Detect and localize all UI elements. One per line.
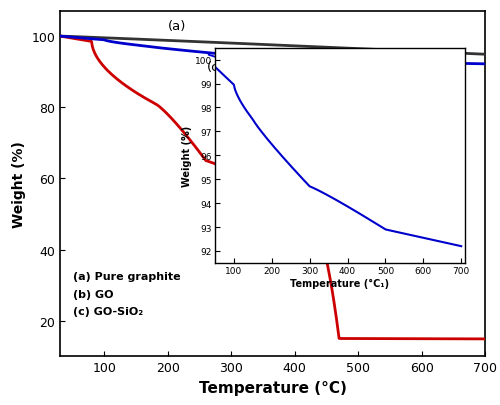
Text: (c) GO-SiO₂: (c) GO-SiO₂: [72, 307, 143, 317]
Y-axis label: Weight (%): Weight (%): [182, 126, 192, 186]
Y-axis label: Weight (%): Weight (%): [12, 141, 26, 228]
X-axis label: Temperature (°C): Temperature (°C): [198, 380, 346, 395]
Text: (b) GO: (b) GO: [72, 289, 113, 299]
X-axis label: Temperature (°C₁): Temperature (°C₁): [290, 278, 390, 288]
Text: (b): (b): [228, 180, 247, 193]
Text: (a) Pure graphite: (a) Pure graphite: [72, 271, 180, 281]
Text: (a): (a): [168, 20, 186, 33]
Text: (c): (c): [206, 61, 224, 74]
